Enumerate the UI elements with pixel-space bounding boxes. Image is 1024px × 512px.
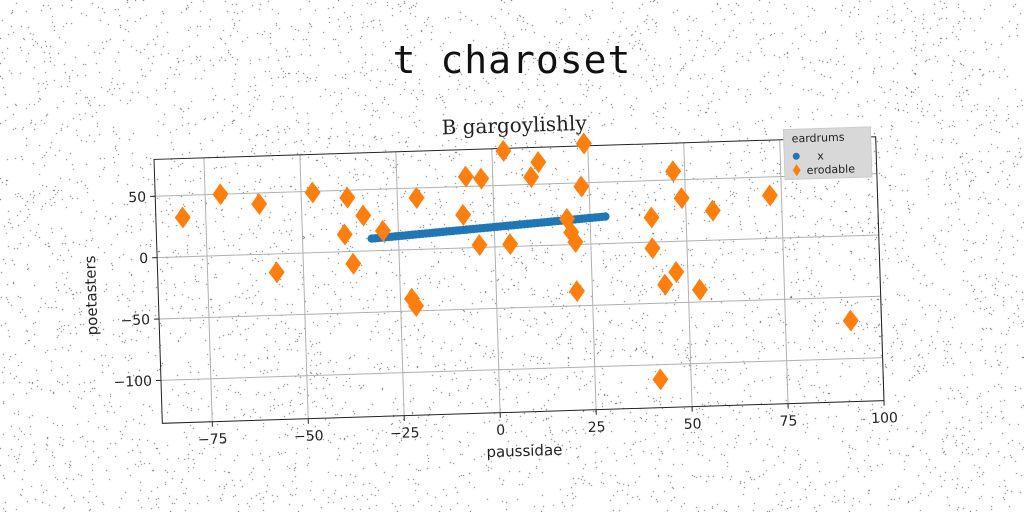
- x-tick-label: 25: [587, 419, 605, 436]
- data-point-erodable: [339, 186, 356, 209]
- x-tick-label: 75: [779, 413, 797, 430]
- x-grid-line: [203, 157, 213, 422]
- data-point-erodable: [408, 186, 425, 209]
- x-grid-line: [779, 139, 789, 404]
- x-grid-line: [683, 142, 693, 407]
- data-point-erodable: [268, 261, 285, 284]
- y-tick-label: 0: [139, 251, 148, 267]
- data-point-erodable: [668, 261, 685, 284]
- y-tick-label: −50: [120, 312, 150, 329]
- legend-marker-x: [792, 152, 800, 160]
- data-point-erodable: [644, 237, 661, 260]
- data-point-erodable: [408, 294, 425, 317]
- x-tick-label: −50: [294, 428, 324, 445]
- y-tick-label: −100: [113, 374, 152, 391]
- x-grid-line: [587, 145, 597, 410]
- data-point-erodable: [251, 193, 268, 216]
- chart-title: B gargoylishly: [441, 111, 588, 140]
- y-grid-line: [160, 357, 883, 381]
- data-point-erodable: [502, 233, 519, 256]
- x-axis-ticks: −75 −50 −25 0 25 50 75 100: [198, 400, 898, 448]
- plot-area-frame: [153, 136, 885, 424]
- x-grid-line: [395, 151, 405, 416]
- x-grid-line: [299, 154, 309, 419]
- data-point-x: [601, 212, 610, 221]
- data-point-erodable: [573, 175, 590, 198]
- y-axis-ticks: 50 0 −50 −100: [113, 190, 161, 391]
- grid-lines: [155, 136, 885, 422]
- data-point-erodable: [842, 309, 859, 332]
- x-tick-label: 50: [683, 416, 701, 433]
- legend-label-erodable: erodable: [806, 162, 855, 177]
- data-point-erodable: [455, 203, 472, 226]
- series-erodable: [174, 132, 859, 391]
- x-axis-label: paussidae: [486, 441, 562, 461]
- legend: eardrums x erodable: [782, 126, 873, 181]
- legend-title: eardrums: [791, 131, 844, 146]
- data-point-erodable: [457, 165, 474, 188]
- data-point-erodable: [575, 132, 592, 155]
- data-point-erodable: [761, 184, 778, 207]
- data-point-erodable: [665, 160, 682, 183]
- data-point-erodable: [345, 252, 362, 275]
- y-grid-line: [159, 295, 881, 320]
- figure-suptitle: t charoset: [392, 38, 632, 82]
- data-point-erodable: [495, 139, 512, 162]
- data-point-erodable: [652, 368, 669, 391]
- data-point-erodable: [336, 223, 353, 246]
- data-point-erodable: [473, 167, 490, 190]
- legend-box: [782, 126, 873, 181]
- data-point-erodable: [568, 280, 585, 303]
- data-point-erodable: [212, 183, 229, 206]
- data-point-erodable: [304, 181, 321, 204]
- y-grid-line: [157, 234, 879, 259]
- data-point-erodable: [374, 219, 391, 242]
- data-point-erodable: [643, 206, 660, 229]
- data-point-erodable: [523, 166, 540, 189]
- data-point-erodable: [530, 151, 547, 174]
- data-point-erodable: [355, 204, 372, 227]
- data-point-erodable: [471, 234, 488, 257]
- x-grid-line: [491, 148, 501, 413]
- x-tick-label: −25: [390, 425, 420, 442]
- data-point-erodable: [704, 199, 721, 222]
- x-tick-label: −75: [198, 431, 228, 448]
- legend-label-x: x: [817, 149, 824, 162]
- data-point-erodable: [174, 206, 191, 229]
- legend-marker-erodable: [792, 164, 801, 177]
- y-axis-label: poetasters: [81, 255, 102, 336]
- x-tick-label: 100: [871, 410, 898, 427]
- y-tick-label: 50: [128, 190, 146, 207]
- x-tick-label: 0: [496, 423, 505, 439]
- data-point-erodable: [673, 187, 690, 210]
- data-point-erodable: [567, 231, 584, 254]
- data-point-erodable: [657, 273, 674, 296]
- data-point-erodable: [691, 278, 708, 301]
- y-grid-line: [155, 173, 877, 197]
